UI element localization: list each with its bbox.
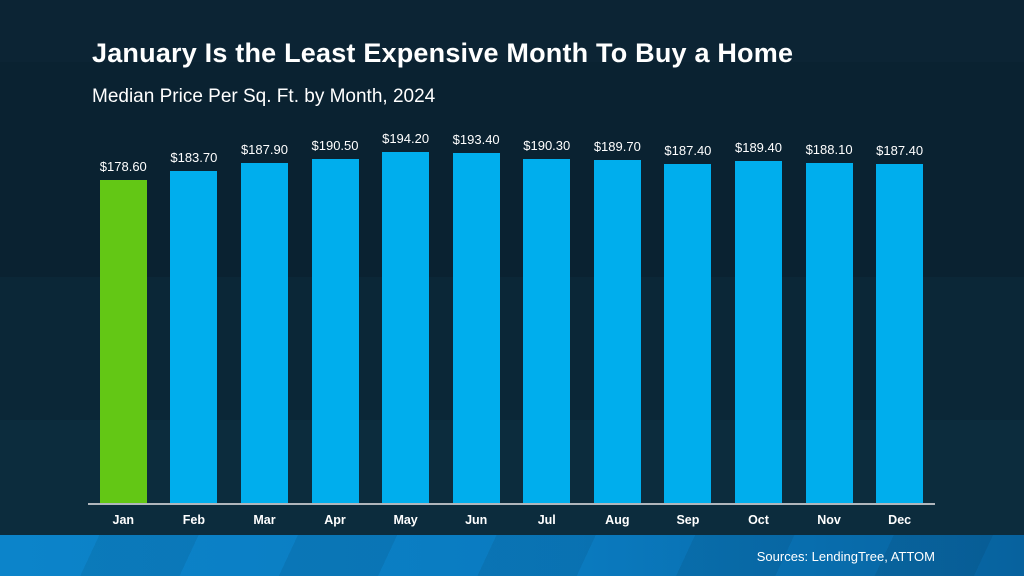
bar bbox=[876, 164, 924, 504]
month-label: Aug bbox=[605, 513, 630, 527]
month-label: Apr bbox=[324, 513, 346, 527]
bar-group: $183.70 bbox=[159, 120, 230, 504]
bar bbox=[170, 171, 218, 504]
bar bbox=[734, 161, 782, 504]
bar bbox=[240, 163, 288, 504]
bar-group: $190.50 bbox=[300, 120, 371, 504]
chart-title: January Is the Least Expensive Month To … bbox=[92, 38, 794, 68]
bar-group: $187.90 bbox=[229, 120, 300, 504]
bar-value-label: $183.70 bbox=[170, 150, 218, 165]
x-axis-line bbox=[88, 503, 935, 505]
bar bbox=[664, 164, 712, 504]
bar bbox=[452, 153, 500, 504]
month-label: Mar bbox=[253, 513, 276, 527]
month-label: Jul bbox=[537, 513, 556, 527]
month-label: Sep bbox=[676, 513, 700, 527]
month-label: Jan bbox=[112, 513, 135, 527]
month-label: Oct bbox=[748, 513, 769, 527]
month-label: Nov bbox=[817, 513, 841, 527]
bar-value-label: $194.20 bbox=[382, 131, 430, 146]
bar-group: $189.70 bbox=[582, 120, 653, 504]
bar bbox=[382, 152, 430, 504]
month-label: Dec bbox=[888, 513, 912, 527]
bar-value-label: $188.10 bbox=[805, 142, 853, 157]
bar-value-label: $189.40 bbox=[734, 140, 782, 155]
bar bbox=[523, 159, 571, 504]
bar-value-label: $189.70 bbox=[593, 139, 641, 154]
footer-band: Sources: LendingTree, ATTOM bbox=[0, 535, 1024, 576]
bar-group: $188.10 bbox=[794, 120, 865, 504]
bar-group: $178.60 bbox=[88, 120, 159, 504]
bar-group: $187.40 bbox=[653, 120, 724, 504]
bar-chart: $178.60 $183.70 $187.90 $190.50 $194.20 $193.… bbox=[88, 120, 935, 504]
bar-value-label: $178.60 bbox=[99, 159, 147, 174]
bar-value-label: $187.40 bbox=[664, 143, 712, 158]
month-label: Feb bbox=[182, 513, 205, 527]
bar bbox=[311, 159, 359, 504]
month-label: May bbox=[393, 513, 418, 527]
month-label: Jun bbox=[465, 513, 488, 527]
sources-attribution: Sources: LendingTree, ATTOM bbox=[756, 549, 935, 564]
chart-subtitle: Median Price Per Sq. Ft. by Month, 2024 bbox=[92, 86, 436, 107]
bar-group: $190.30 bbox=[511, 120, 582, 504]
bar-value-label: $187.90 bbox=[240, 142, 288, 157]
bar-group: $187.40 bbox=[864, 120, 935, 504]
bar bbox=[805, 163, 853, 504]
bar-value-label: $193.40 bbox=[452, 132, 500, 147]
bar-group: $193.40 bbox=[441, 120, 512, 504]
bar-value-label: $190.50 bbox=[311, 138, 359, 153]
x-axis-labels: Jan Feb Mar Apr May Jun Jul Aug Sep Oct Nov Dec bbox=[88, 505, 935, 527]
bar-group: $194.20 bbox=[370, 120, 441, 504]
bar-highlighted bbox=[99, 180, 147, 504]
bar-group: $189.40 bbox=[723, 120, 794, 504]
bar-value-label: $187.40 bbox=[876, 143, 924, 158]
bar bbox=[593, 160, 641, 504]
bar-value-label: $190.30 bbox=[523, 138, 571, 153]
